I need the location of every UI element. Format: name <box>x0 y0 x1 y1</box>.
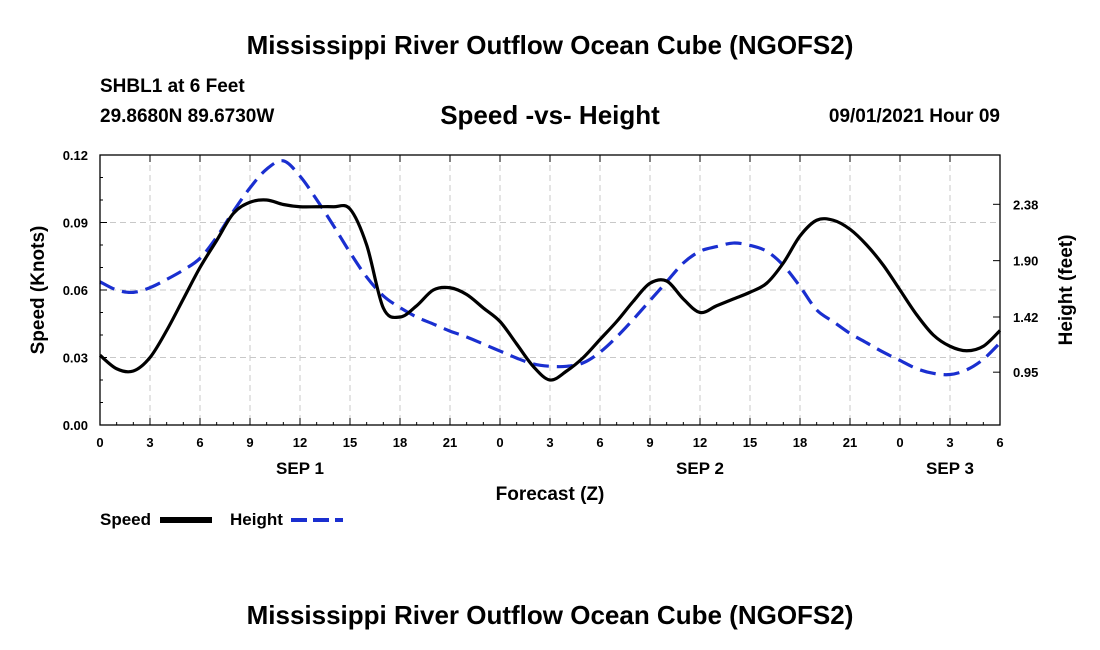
chart-title: Mississippi River Outflow Ocean Cube (NG… <box>246 30 854 60</box>
legend-speed-label: Speed <box>100 510 151 529</box>
x-tick-label: 3 <box>546 435 553 450</box>
x-tick-label: 9 <box>246 435 253 450</box>
legend-height-label: Height <box>230 510 283 529</box>
y2-tick-label: 0.95 <box>1013 365 1038 380</box>
date-label: SEP 3 <box>926 459 974 478</box>
x-tick-label: 21 <box>443 435 457 450</box>
plot-frame <box>99 154 1001 426</box>
series-lines <box>98 159 1002 382</box>
x-tick-label: 0 <box>96 435 103 450</box>
y-tick-label: 0.03 <box>63 351 88 366</box>
grid-lines <box>100 155 1000 425</box>
x-tick-label: 12 <box>693 435 707 450</box>
legend: Speed Height <box>100 510 343 529</box>
x-tick-label: 6 <box>196 435 203 450</box>
y2-axis-title: Height (feet) <box>1056 235 1077 346</box>
station-label: SHBL1 at 6 Feet <box>100 76 245 97</box>
y-axis-title: Speed (Knots) <box>28 226 49 355</box>
x-tick-label: 15 <box>743 435 757 450</box>
forecast-datetime: 09/01/2021 Hour 09 <box>828 106 1000 127</box>
x-tick-label: 0 <box>896 435 903 450</box>
x-tick-label: 6 <box>596 435 603 450</box>
footer-title: Mississippi River Outflow Ocean Cube (NG… <box>246 600 854 630</box>
y2-tick-label: 1.90 <box>1013 254 1038 269</box>
x-tick-label: 12 <box>293 435 307 450</box>
y-tick-label: 0.06 <box>63 283 88 298</box>
x-tick-label: 3 <box>146 435 153 450</box>
x-axis-title: Forecast (Z) <box>496 484 605 505</box>
date-label: SEP 1 <box>276 459 324 478</box>
height-series-line <box>99 159 1002 377</box>
x-tick-label: 6 <box>996 435 1003 450</box>
chart-subtitle: Speed -vs- Height <box>440 100 660 130</box>
y-tick-label: 0.12 <box>63 148 88 163</box>
x-tick-label: 18 <box>393 435 407 450</box>
x-tick-label: 0 <box>496 435 503 450</box>
x-tick-label: 9 <box>646 435 653 450</box>
y-tick-label: 0.00 <box>63 418 88 433</box>
tick-labels: 0 3 6 9 12 15 18 21 0 3 6 9 12 15 18 21 0 3 6 SEP 1 SEP 2 SEP… <box>63 148 1039 478</box>
x-tick-label: 18 <box>793 435 807 450</box>
x-tick-label: 3 <box>946 435 953 450</box>
speed-series-line <box>98 198 1002 382</box>
y-tick-label: 0.09 <box>63 216 88 231</box>
x-tick-label: 21 <box>843 435 857 450</box>
x-tick-label: 15 <box>343 435 357 450</box>
station-coordinates: 29.8680N 89.6730W <box>100 106 275 127</box>
y2-tick-label: 2.38 <box>1013 197 1038 212</box>
date-label: SEP 2 <box>676 459 724 478</box>
y2-tick-label: 1.42 <box>1013 310 1038 325</box>
axes <box>99 154 1001 426</box>
